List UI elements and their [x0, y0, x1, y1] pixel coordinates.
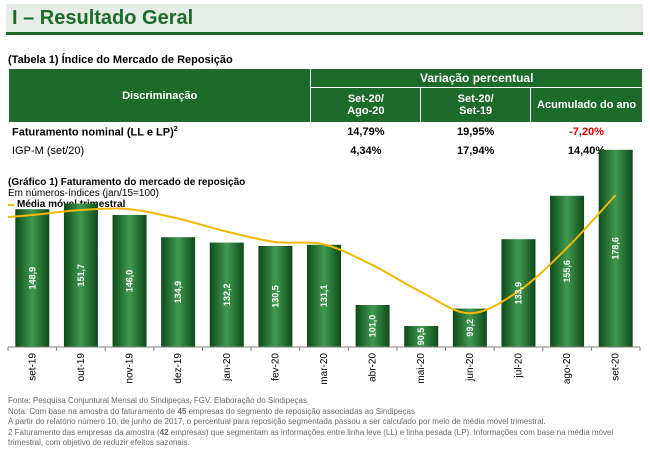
x-tick-label: mar-20 — [319, 353, 330, 385]
row-label: IGP-M (set/20) — [7, 141, 312, 161]
x-tick-label: abr-20 — [368, 353, 379, 382]
bars-group — [15, 149, 633, 347]
bar — [501, 239, 536, 347]
bar — [404, 326, 439, 347]
footnote-note2: A partir do relatório número 10, de junh… — [8, 417, 546, 426]
table-row: Faturamento nominal (LL e LP)2 14,79% 19… — [7, 122, 643, 142]
bar — [161, 237, 196, 347]
section-title-bar: I – Resultado Geral — [6, 4, 643, 35]
bar-value-label: 146,0 — [125, 270, 135, 293]
page-title: I – Resultado Geral — [12, 7, 194, 29]
bar-value-label: 133,9 — [513, 282, 523, 305]
x-tick-label: jan-20 — [222, 353, 233, 382]
bar — [63, 203, 98, 347]
bar — [15, 209, 50, 347]
row-value: 17,94% — [420, 141, 532, 161]
footnotes: Fonte: Pesquisa Conjuntural Mensal do Si… — [8, 396, 642, 449]
bar-value-label: 101,0 — [368, 315, 378, 338]
bar — [452, 308, 487, 347]
results-table: Discriminação Variação percentual Set-20… — [7, 68, 643, 161]
bar-value-label: 99,2 — [465, 319, 475, 337]
col-set-set: Set-20/Set-19 — [420, 87, 532, 123]
bar — [598, 149, 633, 347]
col-acumulado: Acumulado do ano — [530, 87, 643, 123]
footnote-note3: 2 Faturamento das empresas da amostra (4… — [8, 427, 614, 448]
x-tick-label: mai-20 — [416, 353, 427, 384]
bar — [307, 244, 341, 347]
bar-value-label: 132,2 — [222, 284, 232, 307]
bar-value-label: 155,6 — [562, 260, 572, 283]
x-tick-label: jun-20 — [465, 353, 476, 382]
row-value: -7,20% — [530, 122, 643, 142]
footnote-source: Fonte: Pesquisa Conjuntural Mensal do Si… — [8, 396, 307, 405]
bar-value-label: 90,5 — [416, 328, 426, 346]
bar-value-label: 134,9 — [173, 281, 183, 304]
chart-subtitle: Em números-índices (jan/15=100) — [8, 188, 159, 199]
x-tick-label: set-20 — [611, 353, 622, 381]
x-tick-label: ago-20 — [562, 353, 573, 385]
x-axis: set-19 out-19 nov-19 dez-19 jan-20 fev-20 mar-… — [7, 346, 641, 385]
x-tick-label: dez-19 — [173, 353, 184, 384]
bar — [112, 215, 147, 347]
col-discriminacao: Discriminação — [7, 68, 312, 123]
bar-value-label: 131,1 — [319, 285, 329, 308]
legend-line-swatch — [8, 203, 14, 206]
chart-title: (Gráfico 1) Faturamento do mercado de re… — [8, 177, 246, 188]
x-tick-label: set-19 — [27, 353, 38, 381]
moving-average-line — [7, 194, 617, 315]
bar — [209, 242, 244, 347]
bar — [258, 246, 293, 347]
bar-labels-group: 148,9 151,7 146,0 134,9 132,2 130,5 131,1 101,0… — [27, 237, 620, 345]
bar — [550, 195, 585, 347]
row-value: 19,95% — [420, 122, 532, 142]
x-tick-label: out-19 — [76, 353, 87, 382]
bar-value-label: 151,7 — [76, 264, 86, 287]
x-tick-label: nov-19 — [125, 353, 136, 384]
bar-value-label: 148,9 — [27, 267, 37, 290]
bar — [355, 305, 390, 347]
footnote-note: Nota: Com base na amostra do faturamento… — [8, 406, 415, 416]
bar-value-label: 130,5 — [270, 285, 280, 308]
moving-average-group — [7, 194, 617, 315]
row-label: Faturamento nominal (LL e LP)2 — [7, 122, 312, 142]
bar-value-label: 178,6 — [611, 237, 621, 260]
x-tick-label: jul-20 — [513, 353, 524, 379]
x-tick-label: fev-20 — [270, 353, 281, 381]
col-set-ago: Set-20/Ago-20 — [310, 87, 422, 123]
row-value: 4,34% — [310, 141, 422, 161]
table-title: (Tabela 1) Índice do Mercado de Reposiçã… — [8, 54, 233, 66]
